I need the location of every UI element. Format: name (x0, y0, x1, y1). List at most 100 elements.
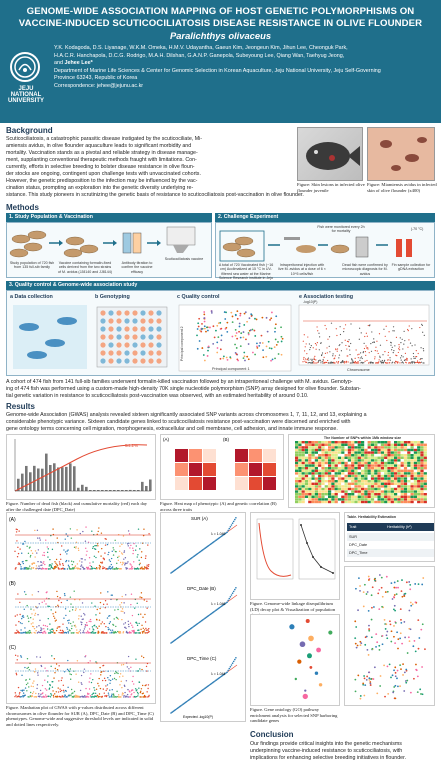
manhattan-point (302, 340, 304, 342)
population-point (367, 671, 370, 674)
qq-point (171, 571, 173, 573)
manhattan-point (66, 628, 69, 630)
manhattan-point (31, 692, 34, 695)
density-cell (377, 469, 381, 472)
results-line: Genome-wide Association (GWAS) analysis … (6, 412, 367, 418)
manhattan-point (395, 336, 398, 338)
density-cell (318, 480, 322, 483)
manhattan-point (305, 361, 308, 363)
population-point (399, 632, 402, 635)
population-point (401, 579, 403, 581)
mortality-bar (57, 467, 60, 491)
population-point (385, 634, 388, 637)
density-cell (380, 469, 384, 472)
density-cell (324, 474, 328, 478)
qq-point (220, 605, 223, 607)
density-cell (367, 446, 371, 449)
manhattan-point (362, 362, 364, 364)
qq-point (204, 617, 206, 619)
population-point (363, 694, 366, 697)
manhattan-point (103, 623, 105, 625)
pca-point (258, 344, 261, 347)
density-cell (314, 443, 318, 446)
manhattan-point (49, 632, 52, 634)
density-cell (397, 456, 401, 459)
pca-point (206, 355, 209, 357)
pca-point (207, 349, 209, 352)
manhattan-point (143, 629, 146, 631)
manhattan-point (122, 663, 125, 666)
manhattan-point (75, 547, 77, 549)
manhattan-point (55, 629, 58, 632)
manhattan-point (359, 359, 361, 361)
density-cell (394, 456, 398, 459)
qq-point (218, 607, 221, 609)
manhattan-point (31, 552, 34, 555)
manhattan-point (48, 565, 50, 567)
density-cell (334, 446, 338, 449)
pca-point (196, 334, 198, 337)
density-cell (374, 487, 378, 491)
go-term-point (328, 630, 333, 635)
density-cell (420, 474, 424, 478)
population-point (395, 593, 398, 596)
density-cell (380, 456, 384, 459)
manhattan-point (19, 696, 22, 698)
qq-point (221, 604, 224, 607)
density-cell (351, 493, 355, 496)
manhattan-point (123, 694, 125, 697)
manhattan-point (378, 361, 380, 363)
conclusion-line: underpinning vaccine-induced resistance … (250, 748, 403, 755)
density-cell (347, 441, 351, 444)
density-cell (328, 495, 332, 498)
density-cell (334, 467, 338, 470)
manhattan-point (83, 632, 85, 634)
manhattan-point (123, 623, 125, 625)
density-cell (377, 487, 381, 491)
density-cell (387, 459, 391, 462)
density-cell (384, 498, 388, 501)
manhattan-point (119, 632, 122, 634)
density-cell (357, 495, 361, 498)
population-point (373, 606, 375, 608)
manhattan-point (47, 605, 49, 607)
manhattan-point (422, 362, 424, 364)
mortality-bar (29, 472, 32, 491)
manhattan-point (34, 556, 36, 558)
manhattan-point (64, 551, 67, 553)
pca-point (197, 325, 200, 328)
manhattan-point (110, 696, 113, 698)
density-cell (308, 480, 312, 483)
population-point (414, 650, 417, 653)
qq-point (221, 674, 224, 677)
density-cell (328, 472, 332, 475)
population-point (359, 644, 362, 647)
density-cell (337, 443, 342, 446)
density-cell (420, 487, 424, 491)
density-cell (311, 490, 315, 493)
manhattan-point (136, 691, 139, 694)
density-cell (304, 441, 309, 444)
density-cell (334, 487, 338, 491)
density-cell (347, 487, 351, 491)
density-cell (298, 490, 302, 493)
go-term-point (318, 683, 323, 687)
manhattan-point (95, 556, 97, 559)
density-cell (384, 482, 388, 485)
manhattan-point (338, 354, 341, 356)
population-point (413, 640, 416, 642)
manhattan-point (67, 632, 70, 634)
manhattan-point (67, 564, 70, 567)
population-point (403, 621, 406, 623)
chip-dot (156, 334, 162, 340)
density-cell (420, 495, 424, 498)
density-cell (318, 487, 322, 491)
density-cell (367, 493, 371, 496)
density-cell (301, 480, 305, 483)
qq-point (210, 612, 213, 615)
density-cell (328, 443, 332, 446)
pca-point (254, 317, 256, 320)
population-point (393, 581, 396, 584)
manhattan-point (29, 554, 32, 557)
density-cell (410, 482, 414, 485)
